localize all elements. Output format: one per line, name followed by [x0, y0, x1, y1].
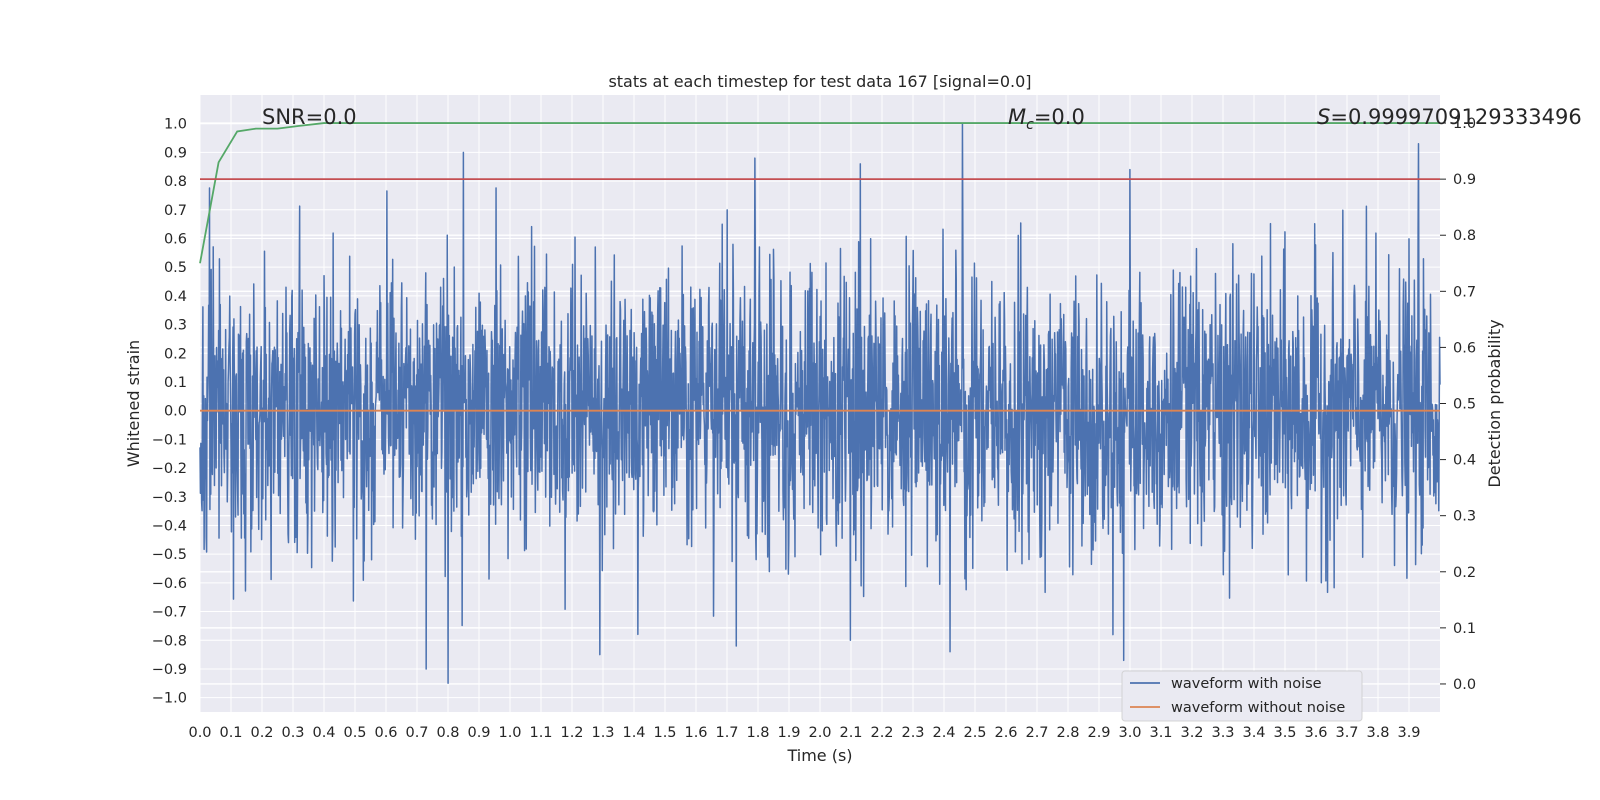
- legend-label-noisy: waveform with noise: [1171, 676, 1322, 692]
- y-tick-label: 0.6: [164, 231, 187, 247]
- legend-box: [1121, 670, 1363, 722]
- x-axis-label: Time (s): [786, 746, 852, 765]
- chart-title: stats at each timestep for test data 167…: [608, 72, 1031, 91]
- y-tick-label: −0.4: [152, 518, 187, 534]
- y2-tick-label: 0.9: [1453, 172, 1476, 188]
- y2-tick-label: 0.2: [1453, 565, 1476, 581]
- x-tick-label: 1.3: [591, 725, 614, 741]
- x-tick-label: 2.2: [870, 725, 893, 741]
- series-lines: [199, 122, 1440, 412]
- y2-tick-label: 0.4: [1453, 453, 1476, 469]
- y2-tick-label: 0.8: [1453, 228, 1476, 244]
- x-tick-label: 3.4: [1242, 725, 1265, 741]
- x-tick-label: 1.1: [529, 725, 552, 741]
- detection-probability-line: [199, 122, 1440, 264]
- x-tick-label: 3.8: [1366, 725, 1389, 741]
- x-tick-label: 3.3: [1211, 725, 1234, 741]
- x-tick-label: 2.4: [932, 725, 955, 741]
- y2-tick-label: 0.5: [1453, 397, 1476, 413]
- x-tick-label: 1.6: [684, 725, 707, 741]
- annotation-s: S=0.9999709129333496: [1317, 105, 1582, 129]
- x-tick-label: 1.0: [498, 725, 521, 741]
- y-tick-label: −0.2: [152, 461, 187, 477]
- y-tick-label: 1.0: [164, 117, 187, 133]
- x-tick-label: 1.7: [715, 725, 738, 741]
- x-tick-label: 0.8: [436, 725, 459, 741]
- x-tick-label: 2.3: [901, 725, 924, 741]
- y-tick-label: −0.9: [152, 662, 187, 678]
- y-tick-label: 0.2: [164, 346, 187, 362]
- annotation-chirp-mass: Mc=0.0: [1008, 105, 1085, 133]
- x-tick-label: 2.9: [1087, 725, 1110, 741]
- x-tick-label: 2.8: [1056, 725, 1079, 741]
- y-tick-label: 0.1: [164, 375, 187, 391]
- y-tick-label: 0.3: [164, 318, 187, 334]
- x-tick-label: 0.1: [219, 725, 242, 741]
- y-tick-label: −0.6: [152, 576, 187, 592]
- x-tick-label: 0.6: [374, 725, 397, 741]
- x-tick-label: 3.0: [1118, 725, 1141, 741]
- x-tick-label: 1.4: [622, 725, 645, 741]
- x-tick-label: 3.1: [1149, 725, 1172, 741]
- x-tick-label: 0.0: [188, 725, 211, 741]
- y-tick-label: −1.0: [152, 691, 187, 707]
- y-tick-label: −0.3: [152, 490, 187, 506]
- y-tick-label: 0.8: [164, 174, 187, 190]
- y-tick-label: 0.5: [164, 260, 187, 276]
- noisy-waveform-line: [199, 122, 1441, 685]
- x-tick-label: 0.5: [343, 725, 366, 741]
- x-tick-label: 1.8: [746, 725, 769, 741]
- x-tick-label: 3.5: [1273, 725, 1296, 741]
- y2-tick-label: 1.0: [1453, 116, 1476, 132]
- x-tick-label: 0.4: [312, 725, 335, 741]
- y-axis-label: Whitened strain: [124, 340, 143, 467]
- x-tick-label: 3.7: [1335, 725, 1358, 741]
- y-tick-label: 0.0: [164, 404, 187, 420]
- x-tick-label: 2.7: [1025, 725, 1048, 741]
- x-tick-label: 3.6: [1304, 725, 1327, 741]
- y-tick-label: −0.5: [152, 547, 187, 563]
- x-tick-label: 0.9: [467, 725, 490, 741]
- x-tick-label: 1.2: [560, 725, 583, 741]
- y-tick-label: 0.9: [164, 145, 187, 161]
- x-tick-label: 0.7: [405, 725, 428, 741]
- y2-tick-label: 0.1: [1453, 621, 1476, 637]
- y2-tick-label: 0.3: [1453, 509, 1476, 525]
- x-tick-label: 2.0: [808, 725, 831, 741]
- y2-tick-label: 0.0: [1453, 677, 1476, 693]
- x-tick-label: 1.9: [777, 725, 800, 741]
- x-tick-label: 2.1: [839, 725, 862, 741]
- y-tick-label: 0.4: [164, 289, 187, 305]
- x-tick-label: 3.9: [1397, 725, 1420, 741]
- series-waveform-with-noise: [199, 122, 1441, 685]
- y-tick-label: −0.8: [152, 633, 187, 649]
- annotation-snr: SNR=0.0: [262, 105, 357, 129]
- y-tick-label: 0.7: [164, 203, 187, 219]
- x-tick-label: 1.5: [653, 725, 676, 741]
- legend: waveform with noise waveform without noi…: [1121, 670, 1363, 722]
- x-tick-label: 0.2: [250, 725, 273, 741]
- y-tick-label: −0.7: [152, 605, 187, 621]
- y2-axis-label: Detection probability: [1485, 319, 1504, 487]
- y2-tick-label: 0.7: [1453, 284, 1476, 300]
- tick-labels: 0.0 0.1 0.2 0.3 0.4 0.5 0.6 0.7 0.8 0.9 1.0 1.1 1.2 1…: [152, 116, 1476, 741]
- y2-tick-label: 0.6: [1453, 340, 1476, 356]
- x-tick-label: 2.5: [963, 725, 986, 741]
- legend-label-clean: waveform without noise: [1171, 700, 1345, 716]
- x-tick-label: 0.3: [281, 725, 304, 741]
- y-tick-label: −0.1: [152, 432, 187, 448]
- x-tick-label: 3.2: [1180, 725, 1203, 741]
- x-tick-label: 2.6: [994, 725, 1017, 741]
